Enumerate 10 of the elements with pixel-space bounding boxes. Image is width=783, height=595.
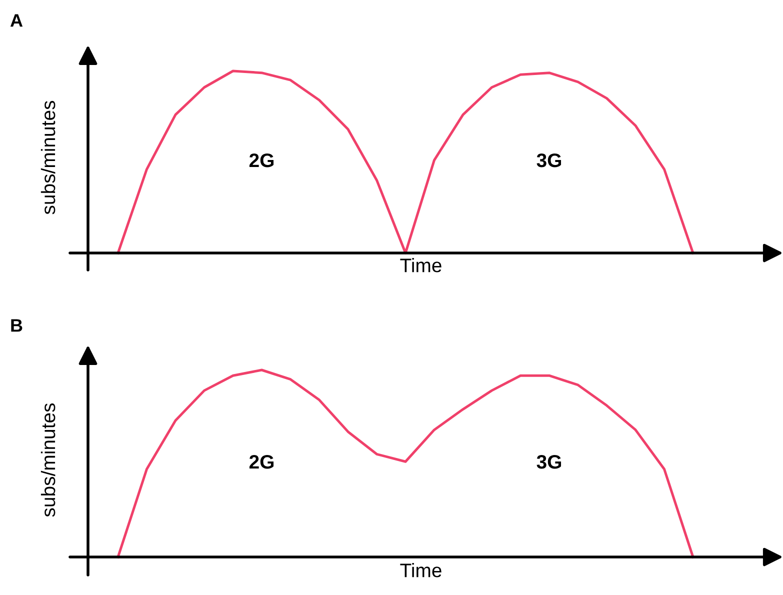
annotation: 2G bbox=[249, 454, 274, 469]
chart-title: B bbox=[11, 319, 22, 332]
annotation: 2G bbox=[249, 153, 274, 168]
chart-title: A bbox=[10, 14, 23, 27]
x-axis-title: Time bbox=[400, 258, 442, 272]
annotation: 3G bbox=[536, 153, 562, 168]
x-axis-title: Time bbox=[400, 563, 442, 578]
annotation: 3G bbox=[536, 454, 562, 469]
y-axis-title: subs/minutes bbox=[40, 403, 56, 517]
y-axis-title: subs/minutes bbox=[40, 100, 56, 214]
